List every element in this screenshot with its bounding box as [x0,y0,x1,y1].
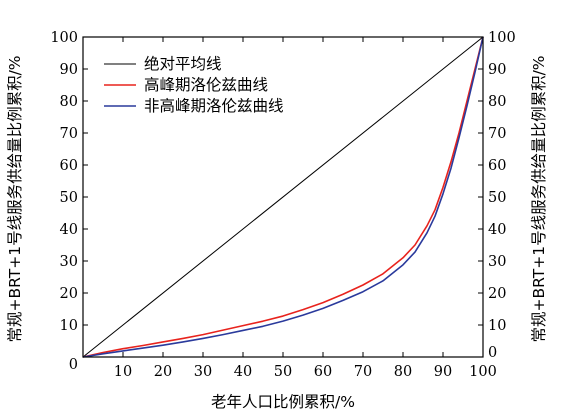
y-tick-label-left: 100 [50,30,78,46]
x-tick-label: 90 [434,364,452,380]
ticks: 10 20 30 40 50 60 70 80 90 100 0 0 10 10 20 20 30 30 40 40 5… [50,30,515,380]
x-tick-label: 100 [469,364,497,380]
y-tick-label-right: 10 [488,318,506,334]
x-tick-label: 80 [394,364,412,380]
y-tick-label-right: 70 [488,126,506,142]
x-tick-label: 70 [354,364,372,380]
series-line-1 [82,36,484,358]
y-tick-label-left: 0 [69,357,78,373]
y-tick-label-left: 30 [60,254,78,270]
y-tick-label-left: 50 [60,190,78,206]
x-tick-label: 20 [154,364,172,380]
plot-lines [82,36,484,358]
x-tick-label: 30 [194,364,212,380]
y-tick-label-right: 100 [488,30,516,46]
y-tick-label-left: 20 [60,286,78,302]
y-tick-label-left: 10 [60,318,78,334]
y-tick-label-right: 50 [488,190,506,206]
x-axis-title: 老年人口比例累积/% [211,393,355,411]
y-tick-label-right: 80 [488,94,506,110]
series-line-0 [82,36,484,358]
y-tick-label-right: 0 [488,345,497,361]
y-tick-label-left: 80 [60,94,78,110]
x-tick-label: 50 [274,364,292,380]
y2-axis-title: 常规+BRT+1号线服务供给量比例累积/% [530,55,548,342]
legend-label-1: 高峰期洛伦兹曲线 [144,76,268,94]
y-tick-label-right: 40 [488,222,506,238]
x-tick-label: 10 [114,364,132,380]
y-tick-label-left: 40 [60,222,78,238]
y-tick-label-right: 60 [488,158,506,174]
series-line-2 [82,36,484,358]
y-axis-title: 常规+BRT+1号线服务供给量比例累积/% [6,55,24,342]
x-tick-label: 40 [234,364,252,380]
y-tick-label-right: 90 [488,62,506,78]
legend-label-2: 非高峰期洛伦兹曲线 [144,97,284,115]
y-tick-label-right: 20 [488,286,506,302]
y-tick-label-right: 30 [488,254,506,270]
y-tick-label-left: 90 [60,62,78,78]
legend-label-0: 绝对平均线 [144,55,222,73]
x-tick-label: 60 [314,364,332,380]
y-tick-label-left: 70 [60,126,78,142]
y-tick-label-left: 60 [60,158,78,174]
